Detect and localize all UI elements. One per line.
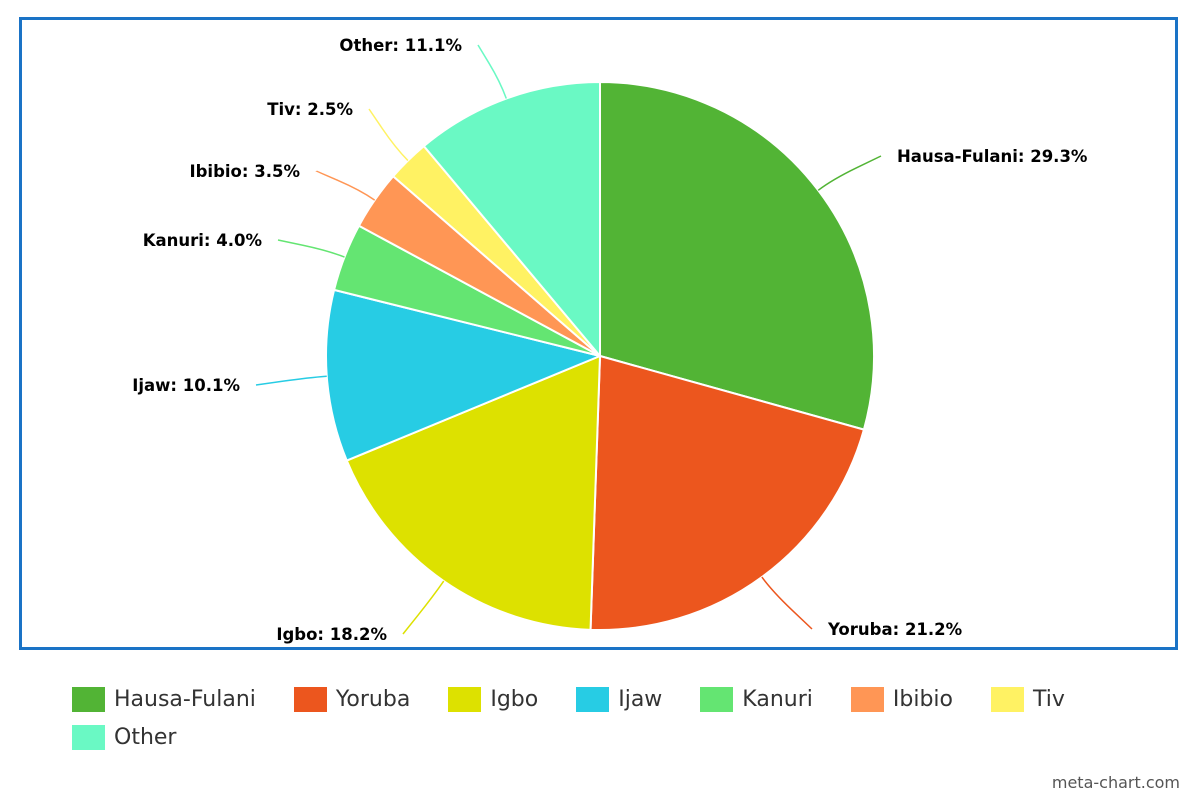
pie-slice-igbo[interactable] (345, 355, 601, 631)
slice-label: Ijaw: 10.1% (132, 376, 240, 395)
slice-labels: Hausa-Fulani: 29.3% Yoruba: 21.2% Igbo: 18… (132, 36, 1088, 644)
legend-item[interactable]: Ijaw (576, 684, 662, 714)
connector-line (402, 580, 445, 635)
legend-swatch (700, 686, 734, 712)
pie-slice-other[interactable] (422, 81, 601, 357)
label-connectors (255, 44, 882, 635)
slice-label: Yoruba: 21.2% (827, 620, 963, 639)
pie-slice-hausa-fulani[interactable] (599, 81, 875, 431)
legend-swatch (850, 686, 884, 712)
legend-item[interactable]: Hausa-Fulani (72, 684, 256, 714)
legend-item[interactable]: Tiv (990, 684, 1065, 714)
legend-label: Kanuri (742, 686, 813, 712)
legend-swatch (293, 686, 327, 712)
legend-label: Igbo (490, 686, 539, 712)
pie-slice-ijaw[interactable] (325, 288, 601, 462)
legend-swatch (990, 686, 1024, 712)
slice-label: Hausa-Fulani: 29.3% (897, 147, 1088, 166)
connector-line (477, 44, 507, 99)
connector-line (315, 170, 376, 201)
connector-line (368, 108, 409, 162)
connector-line (255, 375, 327, 386)
legend-item[interactable]: Kanuri (700, 684, 813, 714)
pie-slice-yoruba[interactable] (589, 355, 865, 631)
connector-line (761, 576, 813, 630)
legend-swatch (72, 686, 105, 712)
connector-line (277, 239, 345, 258)
legend-label: Yoruba (335, 686, 411, 712)
legend-item[interactable]: Yoruba (293, 684, 411, 714)
slice-label: Tiv: 2.5% (267, 100, 353, 119)
legend-item[interactable]: Other (72, 722, 176, 752)
legend-swatch (72, 724, 105, 750)
legend-label: Other (114, 724, 177, 750)
pie-slices (325, 81, 875, 631)
legend-label: Ibibio (892, 686, 953, 712)
slice-label: Ibibio: 3.5% (189, 162, 300, 181)
slice-label: Kanuri: 4.0% (143, 231, 263, 250)
legend-label: Tiv (1032, 686, 1065, 712)
legend-swatch (448, 686, 482, 712)
legend-label: Ijaw (618, 686, 663, 712)
slice-label: Other: 11.1% (339, 36, 462, 55)
connector-line (817, 155, 882, 191)
slice-label: Igbo: 18.2% (276, 625, 387, 644)
watermark: meta-chart.com (1051, 773, 1180, 792)
legend: Hausa-Fulani Yoruba Igbo Ijaw Kanuri Ibibio Ti… (72, 684, 1172, 752)
legend-item[interactable]: Ibibio (850, 684, 953, 714)
legend-item[interactable]: Igbo (448, 684, 538, 714)
legend-label: Hausa-Fulani (114, 686, 256, 712)
legend-swatch (576, 686, 610, 712)
